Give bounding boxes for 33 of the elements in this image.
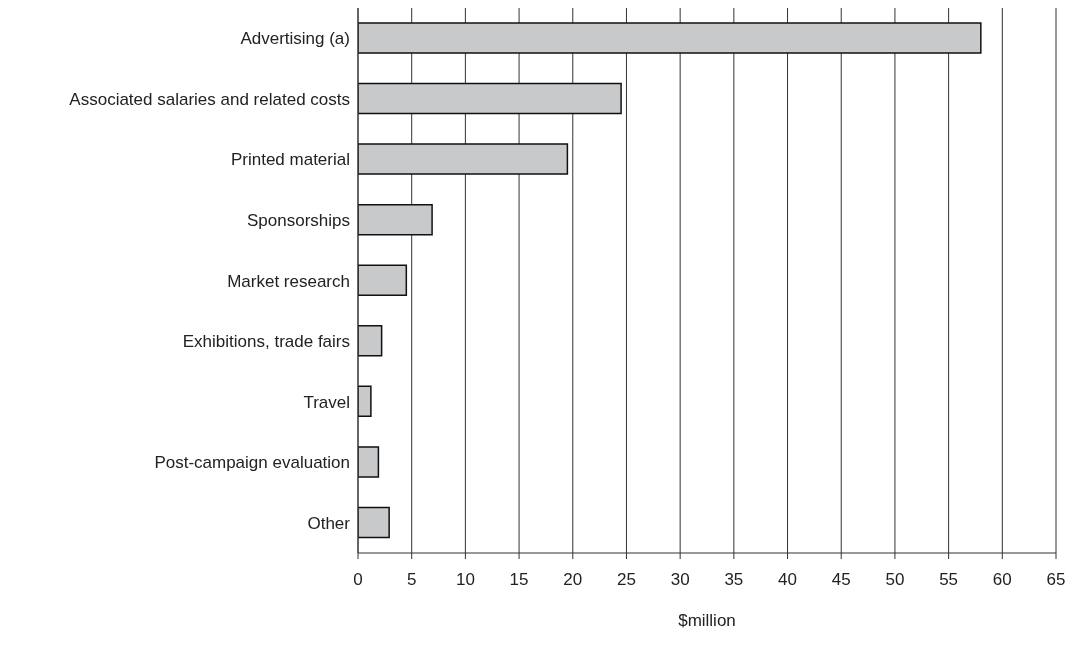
y-tick-label: Other: [307, 513, 351, 533]
bar: [358, 325, 383, 357]
x-tick-label: 60: [992, 570, 1012, 590]
x-tick-label: 35: [724, 570, 744, 590]
x-tick-label: 15: [509, 570, 529, 590]
x-tick-label: 65: [1046, 570, 1066, 590]
bar: [358, 143, 569, 175]
y-tick-label: Printed material: [230, 150, 350, 170]
y-tick-label: Travel: [303, 392, 350, 412]
bar: [358, 82, 622, 115]
x-tick-label: 20: [563, 570, 583, 590]
bar: [358, 203, 433, 236]
x-tick-label: 25: [617, 570, 636, 590]
y-tick-label: Market research: [227, 271, 350, 291]
bar: [358, 446, 380, 478]
x-tick-label: 55: [939, 570, 959, 590]
bar: [358, 385, 372, 418]
y-tick-label: Exhibitions, trade fairs: [182, 332, 350, 352]
bar: [358, 22, 982, 54]
x-tick-label: 40: [778, 570, 797, 590]
x-axis-title: $million: [678, 611, 736, 630]
x-tick-label: 45: [831, 570, 851, 590]
x-tick-label: 5: [406, 570, 417, 590]
x-tick-label: 0: [353, 570, 363, 590]
y-tick-label: Advertising (a): [240, 29, 350, 49]
bar: [358, 506, 390, 539]
bar: [358, 264, 408, 296]
x-tick-label: 30: [670, 570, 690, 590]
y-tick-label: Post-campaign evaluation: [154, 453, 350, 473]
x-tick-label: 10: [455, 570, 475, 590]
x-tick-label: 50: [885, 570, 905, 590]
y-tick-label: Associated salaries and related costs: [69, 89, 350, 109]
y-tick-label: Sponsorships: [246, 210, 350, 230]
